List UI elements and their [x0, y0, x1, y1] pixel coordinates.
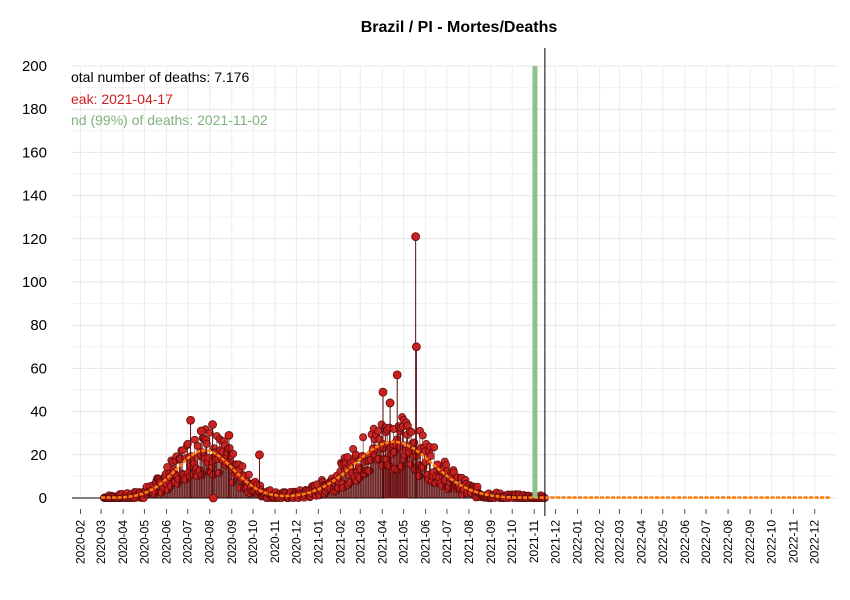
y-tick-label: 120	[22, 231, 47, 248]
x-tick-label: 2021-10	[505, 520, 519, 564]
daily-point	[183, 439, 192, 448]
peak-annotation: eak: 2021-04-17	[71, 91, 173, 107]
x-tick-label: 2020-06	[159, 520, 173, 564]
x-tick-label: 2021-08	[462, 520, 476, 564]
y-tick-label: 200	[22, 58, 47, 75]
daily-point	[343, 452, 352, 461]
x-tick-label: 2020-07	[181, 520, 195, 564]
x-tick-label: 2021-02	[333, 520, 347, 564]
total-deaths-annotation: otal number of deaths: 7.176	[71, 69, 249, 85]
daily-point	[421, 458, 430, 467]
x-tick-label: 2020-08	[203, 520, 217, 564]
daily-point	[214, 468, 223, 477]
x-tick-label: 2020-10	[246, 520, 260, 564]
x-tick-label: 2021-09	[484, 520, 498, 564]
x-tick-label: 2020-03	[94, 520, 108, 564]
y-tick-label: 20	[30, 447, 47, 464]
x-tick-label: 2022-02	[593, 520, 607, 564]
end-99-bar	[532, 66, 538, 498]
daily-point	[473, 482, 482, 491]
y-tick-label: 40	[30, 404, 47, 421]
x-tick-label: 2021-06	[419, 520, 433, 564]
x-tick-label: 2021-11	[527, 520, 541, 563]
daily-point	[397, 462, 406, 471]
x-tick-label: 2020-05	[137, 520, 151, 564]
daily-point	[205, 428, 214, 437]
daily-point	[407, 427, 416, 436]
y-tick-label: 80	[30, 317, 47, 334]
outlier-point	[385, 398, 395, 408]
x-tick-label: 2020-04	[116, 520, 130, 564]
x-tick-label: 2022-09	[743, 520, 757, 564]
x-tick-label: 2021-07	[440, 520, 454, 564]
fit-curve	[101, 440, 832, 499]
daily-point	[178, 446, 187, 455]
outlier-point	[392, 370, 402, 380]
outlier-point	[208, 420, 217, 429]
daily-point	[365, 466, 374, 475]
x-tick-label: 2022-06	[678, 520, 692, 564]
x-tick-label: 2020-12	[289, 520, 303, 564]
daily-point	[225, 444, 234, 453]
x-tick-label: 2022-04	[634, 520, 648, 564]
x-tick-label: 2020-09	[225, 520, 239, 564]
daily-point	[202, 439, 211, 448]
x-tick-label: 2021-05	[397, 520, 411, 564]
x-tick-label: 2020-02	[74, 520, 88, 564]
y-tick-label: 60	[30, 360, 47, 377]
x-tick-label: 2022-03	[612, 520, 626, 564]
x-tick-label: 2021-01	[311, 520, 325, 564]
plot-area	[72, 48, 832, 516]
x-tick-label: 2022-12	[808, 520, 822, 564]
x-tick-label: 2022-07	[699, 520, 713, 564]
outlier-point	[208, 493, 218, 503]
y-tick-label: 0	[39, 490, 47, 507]
outlier-point	[255, 450, 264, 460]
x-tick-label: 2022-10	[764, 520, 778, 564]
x-tick-label: 2020-11	[268, 520, 282, 563]
daily-point	[418, 431, 427, 440]
outlier-point	[186, 415, 195, 425]
outlier-point	[224, 430, 234, 440]
x-tick-label: 2021-03	[353, 520, 367, 564]
x-tick-label: 2021-12	[549, 520, 563, 564]
grid	[72, 65, 836, 499]
daily-point	[228, 478, 237, 487]
x-tick-label: 2022-05	[656, 520, 670, 564]
y-tick-label: 160	[22, 144, 47, 161]
y-axis: 0 20 40 60 80 100 120 140 160 180 200	[22, 58, 47, 507]
outlier-point	[411, 342, 421, 352]
x-axis: 2020-02 2020-03 2020-04 2020-05 2020-06 2020-…	[74, 509, 822, 564]
x-tick-label: 2022-01	[571, 520, 585, 564]
outlier-point	[196, 426, 206, 436]
x-tick-label: 2022-08	[721, 520, 735, 564]
outlier-point	[411, 232, 421, 242]
daily-point	[229, 449, 238, 458]
daily-point	[197, 470, 206, 479]
daily-point	[244, 470, 253, 479]
y-tick-label: 100	[22, 274, 47, 291]
daily-point	[430, 443, 439, 452]
outlier-point	[378, 387, 388, 397]
y-tick-label: 180	[22, 101, 47, 118]
chart-title: Brazil / PI - Mortes/Deaths	[361, 19, 558, 36]
daily-point	[238, 462, 247, 471]
x-tick-label: 2021-04	[375, 520, 389, 564]
annotations: otal number of deaths: 7.176 eak: 2021-0…	[71, 69, 268, 128]
daily-point	[374, 427, 383, 436]
y-tick-label: 140	[22, 188, 47, 205]
x-tick-label: 2022-11	[786, 520, 800, 563]
end-annotation: nd (99%) of deaths: 2021-11-02	[71, 112, 268, 128]
daily-point	[359, 433, 368, 442]
